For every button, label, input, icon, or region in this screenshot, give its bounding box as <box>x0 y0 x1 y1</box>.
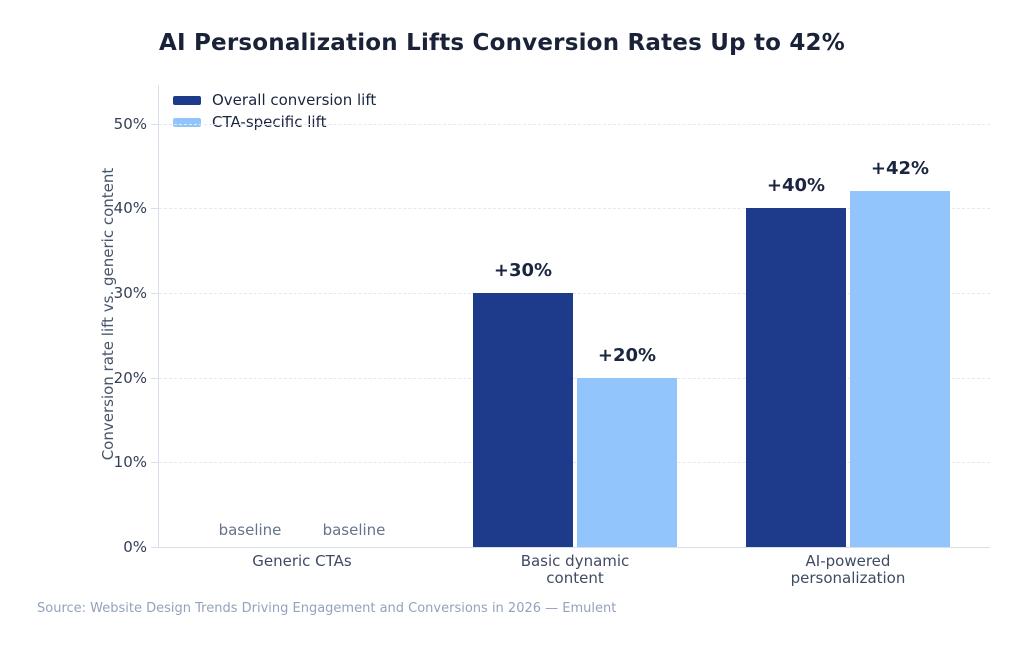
y-tick-mark <box>151 208 159 209</box>
legend-swatch-overall-icon <box>173 95 201 105</box>
y-tick-mark <box>151 378 159 379</box>
y-tick-mark <box>151 547 159 548</box>
legend-label-cta: CTA-specific lift <box>212 113 327 131</box>
gridline-40% <box>159 208 990 209</box>
baseline-label: baseline <box>322 521 386 539</box>
source-note: Source: Website Design Trends Driving En… <box>37 601 617 616</box>
y-tick-label: 0% <box>123 538 147 556</box>
x-category-line: AI-powered <box>805 552 891 570</box>
gridline-20% <box>159 378 990 379</box>
x-category-label: Generic CTAs <box>192 553 412 570</box>
x-category-line: Generic CTAs <box>252 552 352 570</box>
y-tick-label: 10% <box>113 453 147 471</box>
chart-title: AI Personalization Lifts Conversion Rate… <box>159 30 845 56</box>
legend-item-cta: CTA-specific lift <box>173 111 376 133</box>
y-tick-mark <box>151 124 159 125</box>
y-tick-label: 30% <box>113 284 147 302</box>
legend-item-overall: Overall conversion lift <box>173 89 376 111</box>
x-category-line: content <box>546 569 604 587</box>
bar-value-label: +30% <box>493 260 553 281</box>
y-tick-label: 50% <box>113 115 147 133</box>
bar-overall-3 <box>746 208 846 547</box>
gridline-10% <box>159 462 990 463</box>
baseline-label: baseline <box>218 521 282 539</box>
bar-value-label: +42% <box>870 158 930 179</box>
gridline-30% <box>159 293 990 294</box>
gridline-50% <box>159 124 990 125</box>
x-category-line: personalization <box>790 569 906 587</box>
legend-swatch-cta-icon <box>173 117 201 127</box>
bar-value-label: +40% <box>766 175 826 196</box>
y-tick-label: 40% <box>113 199 147 217</box>
bar-value-label: +20% <box>597 345 657 366</box>
y-tick-mark <box>151 293 159 294</box>
y-tick-mark <box>151 462 159 463</box>
plot-area: Overall conversion lift CTA-specific lif… <box>114 85 990 587</box>
legend: Overall conversion lift CTA-specific lif… <box>173 89 376 133</box>
y-tick-label: 20% <box>113 369 147 387</box>
x-category-label: Basic dynamic content <box>465 553 685 587</box>
legend-label-overall: Overall conversion lift <box>212 91 377 109</box>
bar-cta-2 <box>577 378 677 547</box>
x-category-label: AI-powered personalization <box>738 553 958 587</box>
x-category-line: Basic dynamic <box>520 552 630 570</box>
bar-overall-2 <box>473 293 573 547</box>
bar-cta-3 <box>850 191 950 547</box>
